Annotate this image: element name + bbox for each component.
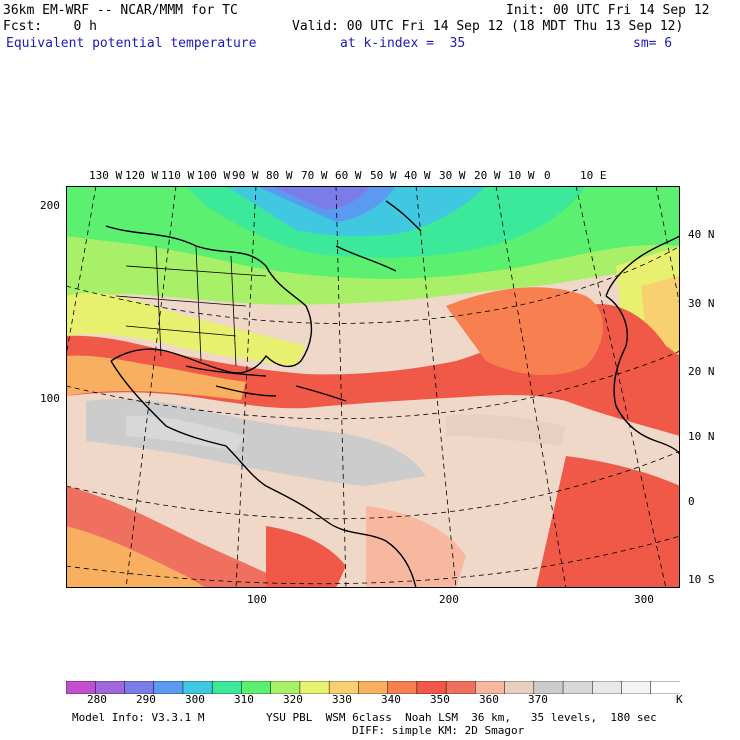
smoothing-info: sm= 6 (633, 36, 673, 51)
model-info: Model Info: V3.3.1 M (72, 711, 205, 724)
grid-index-left-label: 200 (40, 199, 60, 212)
diffusion-info: DIFF: simple KM: 2D Smagor (352, 724, 525, 737)
init-time: Init: 00 UTC Fri 14 Sep 12 (506, 3, 710, 18)
color-scale-label: 360 (479, 693, 499, 706)
grid-index-bottom-label: 200 (439, 593, 459, 606)
grid-index-left-label: 100 (40, 392, 60, 405)
color-scale-swatch (621, 681, 652, 694)
color-scale-unit: K (676, 693, 683, 706)
latitude-label: 30 N (688, 297, 715, 310)
longitude-label: 30 W (439, 169, 466, 182)
color-scale-swatch (592, 681, 623, 694)
physics-info: YSU PBL WSM 6class Noah LSM 36 km, 35 le… (266, 711, 657, 724)
longitude-label: 120 W (125, 169, 159, 182)
latitude-label: 0 (688, 495, 695, 508)
longitude-label: 70 W (301, 169, 328, 182)
color-scale-swatch (562, 681, 594, 694)
longitude-label: 90 W (232, 169, 259, 182)
valid-time: Valid: 00 UTC Fri 14 Sep 12 (18 MDT Thu … (292, 19, 684, 34)
color-scale-bar (66, 681, 680, 694)
color-scale-label: 290 (136, 693, 156, 706)
color-scale-label: 300 (185, 693, 205, 706)
latitude-label: 10 S (688, 573, 715, 586)
longitude-label: 0 (544, 169, 551, 182)
color-scale-label: 340 (381, 693, 401, 706)
longitude-label: 20 W (474, 169, 501, 182)
model-title: 36km EM-WRF -- NCAR/MMM for TC (3, 3, 238, 18)
color-scale-label: 330 (332, 693, 352, 706)
color-scale-label: 320 (283, 693, 303, 706)
longitude-label: 100 W (197, 169, 231, 182)
color-scale-swatch (153, 681, 184, 694)
longitude-label: 10 W (508, 169, 535, 182)
forecast-hour: Fcst: 0 h (3, 19, 97, 34)
latitude-label: 10 N (688, 430, 715, 443)
longitude-label: 60 W (335, 169, 362, 182)
longitude-label: 80 W (266, 169, 293, 182)
grid-index-bottom-label: 300 (634, 593, 654, 606)
color-scale-label: 370 (528, 693, 548, 706)
longitude-label: 10 E (580, 169, 607, 182)
field-name: Equivalent potential temperature (6, 36, 257, 51)
longitude-label: 40 W (404, 169, 431, 182)
equivalent-potential-temperature-map (66, 186, 680, 588)
color-scale-swatch (445, 681, 477, 694)
level-info: at k-index = 35 (340, 36, 466, 51)
grid-index-bottom-label: 100 (247, 593, 267, 606)
longitude-label: 50 W (370, 169, 397, 182)
color-scale-label: 280 (87, 693, 107, 706)
color-scale-label: 310 (234, 693, 254, 706)
color-scale-swatch (650, 681, 680, 694)
latitude-label: 20 N (688, 365, 715, 378)
longitude-label: 130 W (89, 169, 123, 182)
longitude-label: 110 W (161, 169, 195, 182)
latitude-label: 40 N (688, 228, 715, 241)
color-scale-swatch (299, 681, 330, 694)
color-scale-label: 350 (430, 693, 450, 706)
